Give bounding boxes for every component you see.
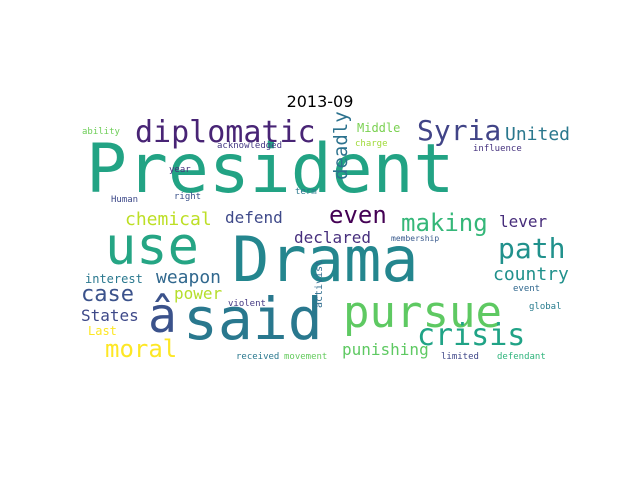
- word-34: Human: [111, 195, 139, 205]
- word-5: â: [148, 288, 177, 344]
- word-13: even: [329, 201, 387, 229]
- word-28: charge: [355, 139, 388, 149]
- word-14: case: [81, 282, 134, 307]
- word-cloud: President Drama use said pursue â diplomatic Sy…: [80, 111, 570, 363]
- word-7: Syria: [417, 114, 502, 147]
- word-32: right: [174, 192, 202, 202]
- word-44: defendant: [497, 352, 546, 362]
- word-16: declared: [294, 228, 372, 247]
- word-29: influence: [473, 144, 522, 154]
- word-19: lever: [499, 212, 548, 231]
- word-10: crisis: [417, 318, 526, 353]
- word-3: said: [183, 285, 323, 353]
- word-23: power: [174, 284, 223, 303]
- word-40: global: [529, 302, 562, 312]
- word-36: Last: [88, 324, 117, 338]
- word-9: path: [498, 232, 566, 265]
- word-42: movement: [284, 352, 328, 362]
- word-22: States: [81, 306, 139, 325]
- chart-title: 2013-09: [286, 92, 354, 111]
- word-30: ability: [82, 127, 120, 137]
- word-17: defend: [225, 208, 283, 227]
- word-33: term: [295, 187, 317, 197]
- word-8: United: [505, 124, 571, 145]
- word-2: use: [105, 217, 199, 277]
- word-21: weapon: [156, 267, 222, 288]
- word-0: President: [86, 130, 455, 209]
- word-1: Drama: [232, 223, 419, 296]
- word-31: year: [169, 165, 191, 175]
- word-39: event: [513, 284, 541, 294]
- word-25: interest: [85, 272, 143, 286]
- word-12: making: [401, 209, 488, 237]
- word-35: membership: [391, 234, 440, 243]
- word-41: received: [236, 352, 280, 362]
- word-6: diplomatic: [135, 115, 316, 150]
- word-38: activist: [314, 259, 325, 308]
- word-37: violent: [228, 299, 266, 309]
- word-27: acknowledged: [217, 141, 283, 151]
- word-43: limited: [441, 352, 479, 362]
- word-26: Middle: [357, 121, 401, 135]
- word-11: moral: [105, 335, 178, 363]
- word-24: punishing: [342, 340, 429, 359]
- word-20: country: [493, 264, 569, 285]
- word-4: pursue: [343, 287, 502, 338]
- word-18: chemical: [125, 209, 212, 230]
- word-15: deadly: [330, 111, 352, 180]
